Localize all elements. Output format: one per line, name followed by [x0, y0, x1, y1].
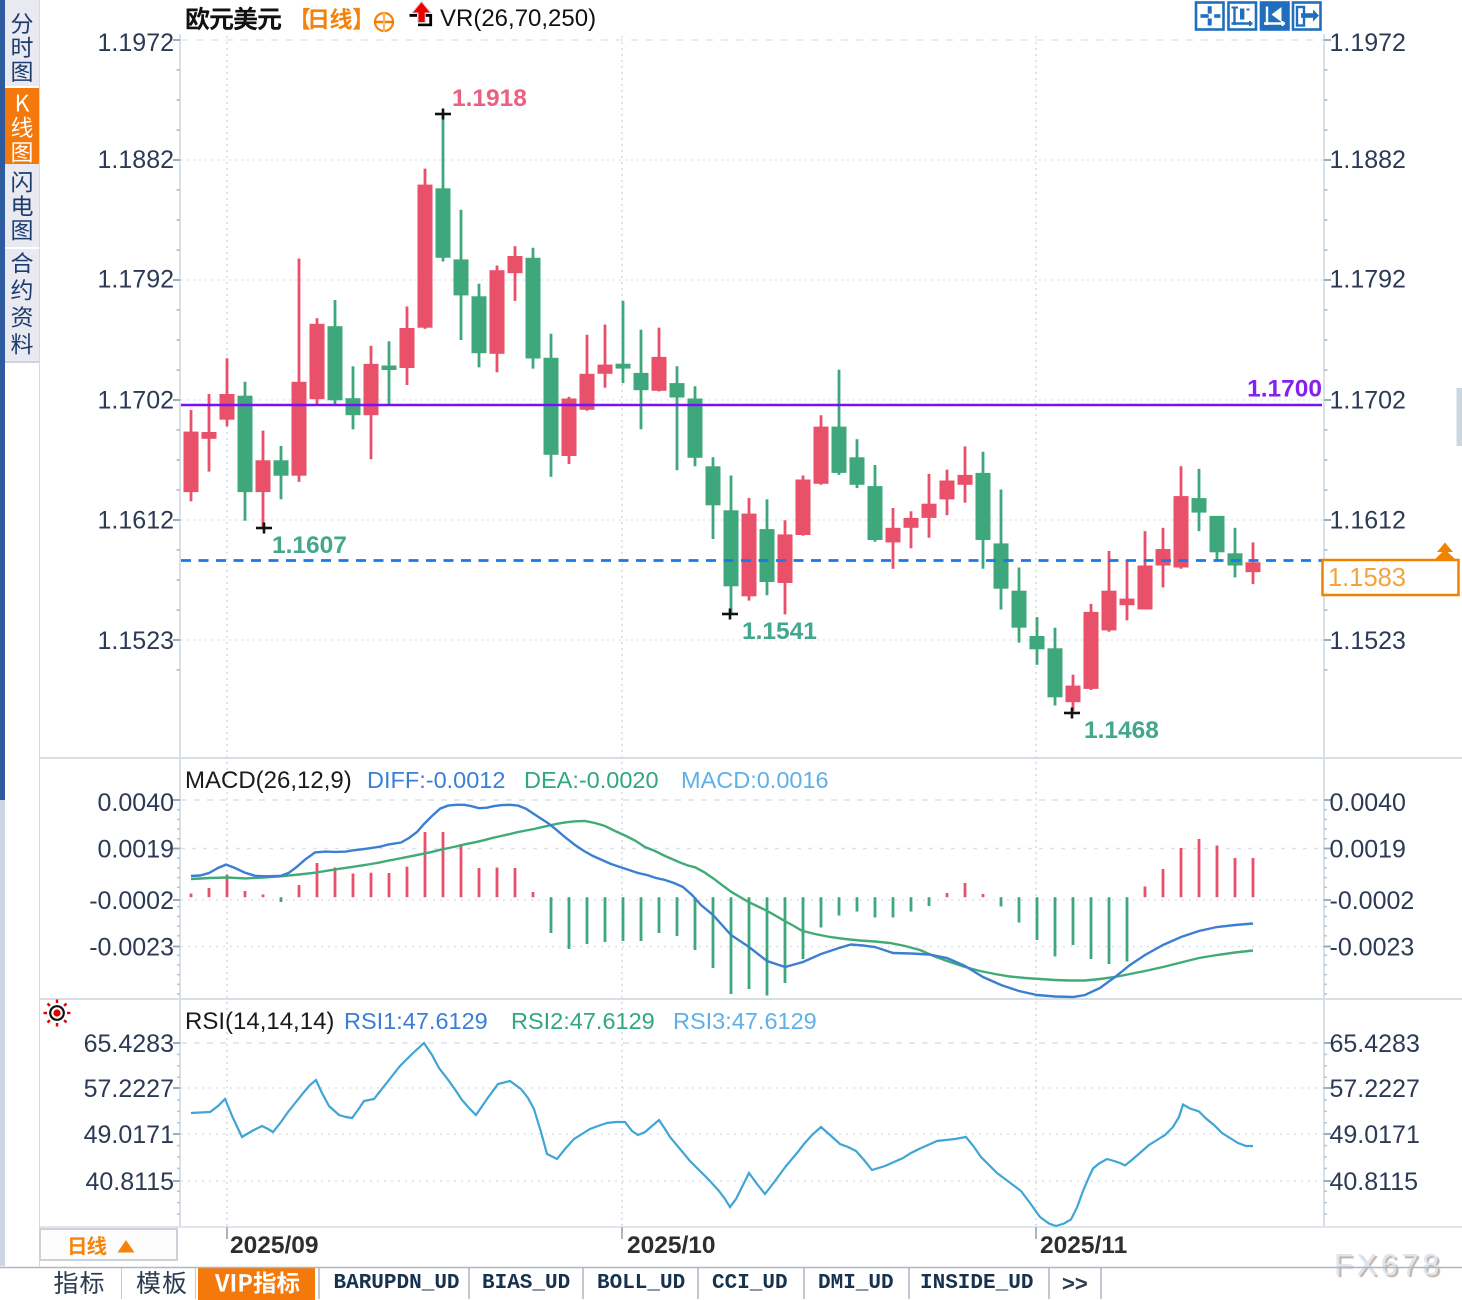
svg-text:RSI1:47.6129: RSI1:47.6129: [344, 1008, 488, 1034]
svg-text:0.0019: 0.0019: [98, 835, 174, 863]
svg-text:-0.0002: -0.0002: [89, 887, 174, 915]
svg-text:-0.0023: -0.0023: [1330, 933, 1415, 961]
svg-text:40.8115: 40.8115: [85, 1168, 174, 1196]
svg-text:MACD:0.0016: MACD:0.0016: [681, 767, 829, 793]
svg-text:MACD(26,12,9): MACD(26,12,9): [185, 767, 352, 794]
svg-text:65.4283: 65.4283: [84, 1030, 174, 1058]
svg-text:1.1612: 1.1612: [98, 506, 174, 534]
svg-text:40.8115: 40.8115: [1330, 1168, 1419, 1196]
svg-text:-0.0023: -0.0023: [89, 933, 174, 961]
svg-text:DIFF:-0.0012: DIFF:-0.0012: [367, 767, 505, 793]
svg-text:57.2227: 57.2227: [84, 1075, 174, 1103]
svg-text:1.1702: 1.1702: [1330, 386, 1406, 414]
svg-text:57.2227: 57.2227: [1330, 1075, 1420, 1103]
svg-text:1.1583: 1.1583: [1328, 564, 1406, 592]
svg-text:1.1972: 1.1972: [1330, 29, 1406, 57]
svg-text:0.0040: 0.0040: [1330, 789, 1406, 817]
svg-text:49.0171: 49.0171: [1330, 1121, 1420, 1149]
svg-text:0.0019: 0.0019: [1330, 835, 1406, 863]
svg-text:0.0040: 0.0040: [98, 789, 174, 817]
svg-text:1.1918: 1.1918: [452, 85, 527, 112]
svg-text:-0.0002: -0.0002: [1330, 887, 1415, 915]
svg-text:1.1702: 1.1702: [98, 386, 174, 414]
svg-text:1.1541: 1.1541: [742, 618, 817, 645]
svg-text:1.1792: 1.1792: [98, 265, 174, 293]
svg-text:RSI2:47.6129: RSI2:47.6129: [511, 1008, 655, 1034]
svg-text:1.1792: 1.1792: [1330, 265, 1406, 293]
svg-text:RSI3:47.6129: RSI3:47.6129: [673, 1008, 817, 1034]
svg-text:1.1468: 1.1468: [1084, 717, 1159, 744]
svg-text:1.1523: 1.1523: [98, 627, 174, 655]
svg-text:49.0171: 49.0171: [84, 1121, 174, 1149]
svg-text:RSI(14,14,14): RSI(14,14,14): [185, 1008, 334, 1035]
svg-text:1.1700: 1.1700: [1247, 376, 1322, 403]
svg-text:65.4283: 65.4283: [1330, 1030, 1420, 1058]
svg-text:1.1607: 1.1607: [272, 532, 347, 559]
svg-text:1.1612: 1.1612: [1330, 506, 1406, 534]
svg-text:1.1882: 1.1882: [1330, 146, 1406, 174]
svg-text:1.1882: 1.1882: [98, 146, 174, 174]
svg-text:1.1523: 1.1523: [1330, 627, 1406, 655]
svg-text:DEA:-0.0020: DEA:-0.0020: [524, 767, 659, 793]
svg-text:1.1972: 1.1972: [98, 29, 174, 57]
